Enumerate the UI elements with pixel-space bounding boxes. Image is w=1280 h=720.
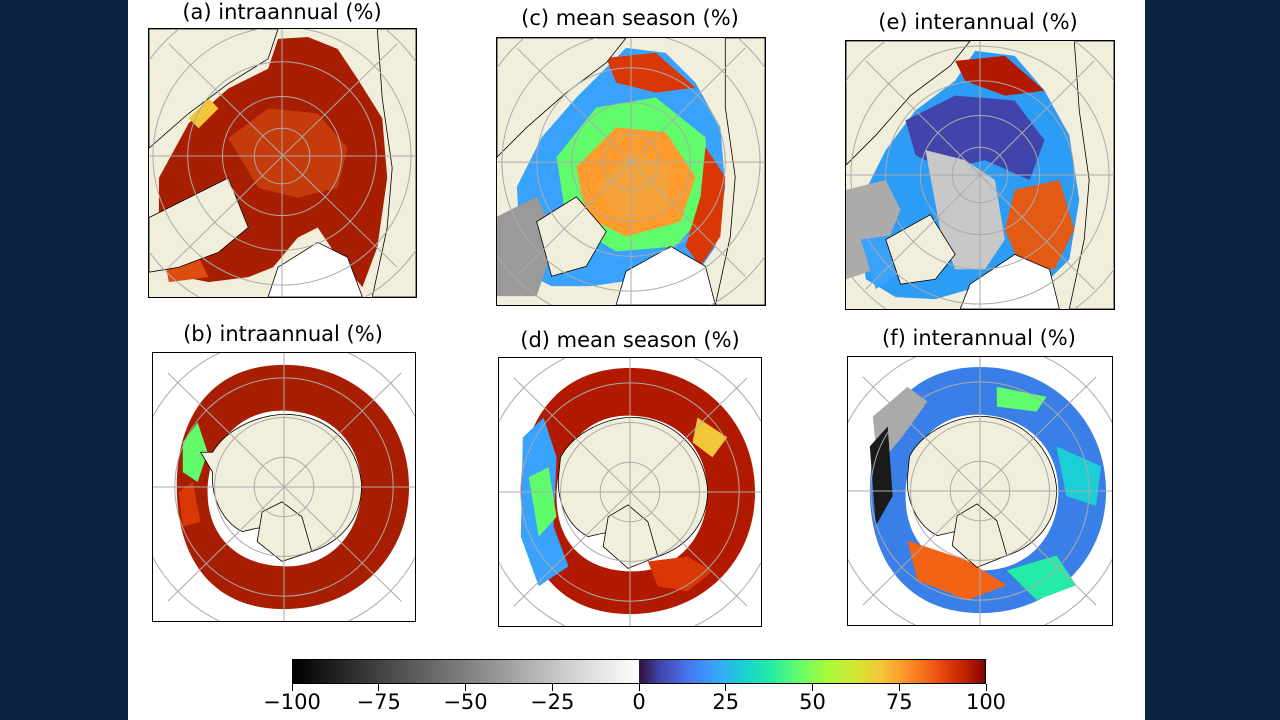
colorbar-tick (378, 684, 380, 691)
graticule (497, 38, 765, 305)
graticule (149, 29, 416, 297)
panel-a-map (148, 28, 417, 298)
graticule (848, 357, 1112, 625)
graticule (846, 41, 1114, 309)
colorbar-tick (898, 684, 900, 691)
colorbar-tick (725, 684, 727, 691)
colorbar-tick-label: 100 (965, 690, 1007, 714)
land-masses (149, 29, 416, 297)
panel-b-map (152, 352, 416, 622)
panel-e-map (845, 40, 1115, 310)
panel-d-svg (499, 358, 761, 626)
colorbar-tick-label: −100 (263, 690, 321, 714)
colorbar (292, 659, 986, 684)
colorbar-tick (638, 684, 640, 691)
antarctica (906, 416, 1057, 568)
colorbar-tick-label: 50 (799, 690, 826, 714)
panel-a-title: (a) intraannual (%) (182, 0, 382, 24)
colorbar-tick-label: 75 (885, 690, 913, 714)
panel-d-title: (d) mean season (%) (520, 328, 740, 352)
panel-e-title: (e) interannual (%) (878, 10, 1078, 34)
panel-d-map (498, 357, 762, 627)
panel-c-svg (497, 38, 765, 305)
colorbar-tick (551, 684, 553, 691)
figure: (a) intraannual (%) (c) mean season ( (128, 0, 1145, 720)
sea-ice-ring (176, 364, 410, 610)
graticule (499, 358, 761, 626)
panel-f-title: (f) interannual (%) (882, 326, 1076, 350)
sea-ice-ring (869, 366, 1107, 614)
panel-f-map (847, 356, 1113, 626)
panel-b-title: (b) intraannual (%) (183, 322, 383, 346)
panel-a-svg (149, 29, 416, 297)
colorbar-tick-label: −50 (443, 690, 488, 714)
panel-e-svg (846, 41, 1114, 309)
colorbar-tick (985, 684, 987, 691)
colorbar-tick-label: 25 (712, 690, 740, 714)
graticule (153, 353, 415, 621)
colorbar-tick (291, 684, 293, 691)
colorbar-tick (812, 684, 813, 691)
colorbar-tick-label: −75 (356, 690, 401, 714)
colorbar-tick (465, 684, 466, 691)
panel-c-map (496, 37, 766, 306)
sea-ice-ring (520, 367, 756, 615)
panel-b-svg (153, 353, 415, 621)
panel-c-title: (c) mean season (%) (521, 6, 739, 30)
colorbar-tick-label: −25 (530, 690, 575, 714)
panel-f-svg (848, 357, 1112, 625)
colorbar-tick-label: 0 (632, 690, 646, 714)
